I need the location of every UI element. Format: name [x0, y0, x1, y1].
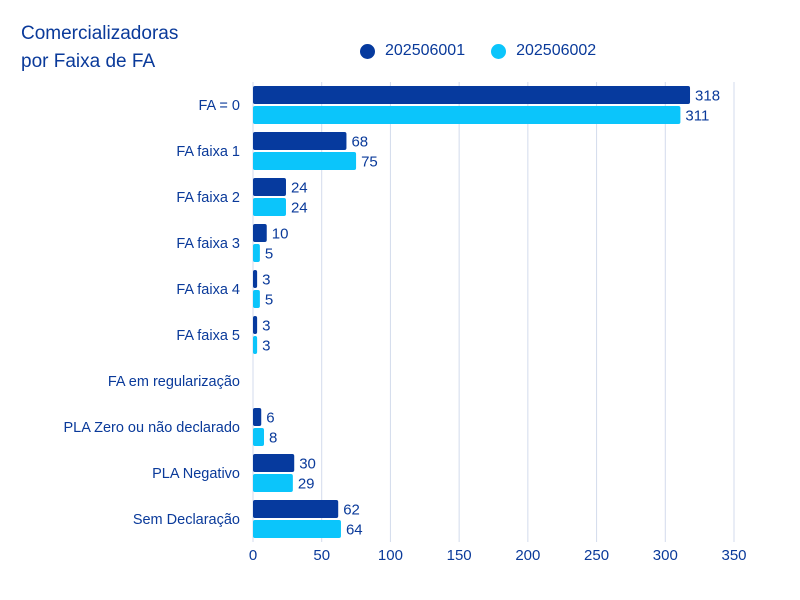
- bar-series-1: [253, 408, 262, 426]
- bar-series-2: [253, 520, 341, 538]
- x-tick-label: 150: [447, 547, 472, 564]
- y-category-label: FA faixa 5: [176, 328, 240, 344]
- legend: 202506001 202506002: [360, 42, 596, 60]
- data-label-series-1: 24: [291, 180, 308, 197]
- x-tick-label: 0: [249, 547, 257, 564]
- bar-series-2: [253, 244, 260, 262]
- data-label-series-1: 3: [262, 272, 270, 289]
- x-tick-label: 200: [515, 547, 540, 564]
- y-category-label: PLA Zero ou não declarado: [63, 420, 240, 436]
- bar-series-2: [253, 290, 260, 308]
- data-label-series-2: 5: [265, 292, 273, 309]
- bar-series-1: [253, 86, 691, 104]
- chart-title: Comercializadoras por Faixa de FA: [21, 20, 178, 76]
- legend-item-series-1[interactable]: 202506001: [360, 42, 465, 60]
- data-label-series-2: 75: [361, 154, 378, 171]
- bar-series-1: [253, 270, 258, 288]
- data-label-series-2: 64: [346, 522, 363, 539]
- bar-series-1: [253, 178, 286, 196]
- data-label-series-1: 3: [262, 318, 270, 335]
- data-label-series-2: 3: [262, 338, 270, 355]
- chart-title-line-2: por Faixa de FA: [21, 51, 156, 72]
- legend-label-series-2: 202506002: [516, 42, 597, 59]
- bar-series-2: [253, 106, 681, 124]
- bar-series-2: [253, 198, 286, 216]
- data-label-series-2: 8: [269, 430, 277, 447]
- y-category-label: FA = 0: [198, 98, 240, 114]
- y-category-label: FA faixa 4: [176, 282, 240, 298]
- y-category-label: FA faixa 1: [176, 144, 240, 160]
- x-tick-label: 250: [584, 547, 609, 564]
- bar-series-1: [253, 316, 258, 334]
- bar-series-2: [253, 428, 264, 446]
- data-label-series-1: 62: [343, 502, 360, 519]
- data-label-series-2: 24: [291, 200, 308, 217]
- data-label-series-1: 6: [266, 410, 274, 427]
- y-category-label: Sem Declaração: [133, 512, 240, 528]
- bar-series-2: [253, 474, 293, 492]
- data-label-series-1: 10: [272, 226, 289, 243]
- data-label-series-1: 30: [299, 456, 316, 473]
- bar-series-1: [253, 454, 295, 472]
- legend-item-series-2[interactable]: 202506002: [491, 42, 596, 60]
- legend-marker-series-2: [491, 43, 507, 59]
- bar-series-1: [253, 132, 347, 150]
- x-tick-label: 100: [378, 547, 403, 564]
- y-category-label: PLA Negativo: [152, 466, 240, 482]
- y-category-label: FA faixa 2: [176, 190, 240, 206]
- bar-series-2: [253, 336, 258, 354]
- data-label-series-2: 311: [685, 108, 709, 125]
- legend-label-series-1: 202506001: [385, 42, 466, 59]
- bar-series-2: [253, 152, 357, 170]
- y-category-label: FA em regularização: [108, 374, 240, 390]
- bar-series-1: [253, 224, 267, 242]
- data-label-series-1: 68: [351, 134, 368, 151]
- x-tick-label: 50: [313, 547, 330, 564]
- data-label-series-1: 318: [695, 88, 720, 105]
- x-tick-label: 300: [653, 547, 678, 564]
- y-category-label: FA faixa 3: [176, 236, 240, 252]
- bar-series-1: [253, 500, 339, 518]
- data-label-series-2: 5: [265, 246, 273, 263]
- x-tick-label: 350: [721, 547, 746, 564]
- data-label-series-2: 29: [298, 476, 315, 493]
- chart-title-line-1: Comercializadoras: [21, 23, 179, 44]
- legend-marker-series-1: [360, 43, 375, 59]
